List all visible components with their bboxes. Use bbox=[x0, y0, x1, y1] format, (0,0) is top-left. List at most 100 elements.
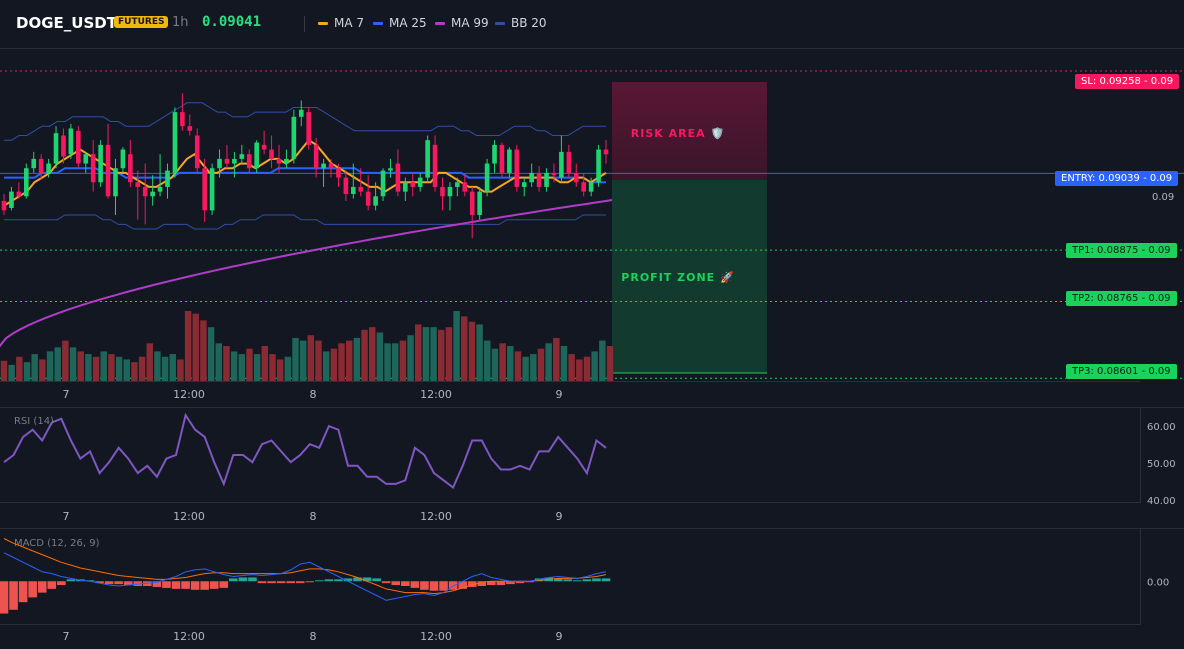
volume-bar bbox=[31, 354, 38, 381]
macd-histogram-bar bbox=[401, 581, 410, 586]
macd-histogram-bar bbox=[439, 581, 448, 591]
bollinger-bands bbox=[4, 102, 606, 230]
candle-body bbox=[521, 182, 527, 187]
last-price: 0.09041 bbox=[202, 14, 262, 30]
candle-body bbox=[566, 151, 572, 173]
macd-histogram-bar bbox=[496, 581, 506, 586]
volume-bar bbox=[345, 340, 353, 381]
candle-body bbox=[365, 191, 371, 206]
legend-ma99[interactable]: MA 99 bbox=[435, 16, 489, 30]
candle-body bbox=[440, 186, 445, 197]
x-tick-label: 12:00 bbox=[420, 388, 452, 401]
volume-bar bbox=[200, 320, 207, 381]
candle-body bbox=[425, 140, 430, 178]
volume-bar bbox=[468, 321, 476, 381]
candle-body bbox=[455, 182, 460, 187]
macd-histogram-bar bbox=[238, 577, 248, 582]
volume-bar bbox=[361, 329, 368, 381]
ma25-line bbox=[4, 167, 606, 184]
volume-bar bbox=[177, 359, 184, 381]
chart-header: DOGE_USDT FUTURES 1h 0.09041 MA 7 MA 25 … bbox=[0, 0, 1184, 48]
macd-histogram-bar bbox=[315, 580, 324, 582]
ma7-swatch bbox=[318, 22, 328, 25]
candle-body bbox=[380, 170, 386, 197]
candle-body bbox=[180, 112, 185, 127]
candle-body bbox=[469, 191, 475, 215]
ma99-swatch bbox=[435, 22, 445, 25]
macd-signal-line bbox=[3, 538, 607, 595]
volume-bar bbox=[430, 327, 437, 381]
volume-bar bbox=[376, 332, 384, 381]
macd-line bbox=[3, 552, 607, 601]
candle-body bbox=[351, 186, 356, 194]
candle-body bbox=[98, 144, 103, 183]
tp2-price-label[interactable]: TP2: 0.08765 - 0.09 bbox=[1066, 291, 1177, 306]
tp3-price-label[interactable]: TP3: 0.08601 - 0.09 bbox=[1066, 364, 1177, 379]
candle-body bbox=[447, 186, 453, 197]
symbol-name[interactable]: DOGE_USDT bbox=[16, 14, 117, 32]
candle-body bbox=[336, 168, 341, 178]
volume-bar bbox=[69, 347, 77, 381]
legend-ma99-label: MA 99 bbox=[451, 16, 489, 30]
legend-ma25-label: MA 25 bbox=[389, 16, 427, 30]
x-tick-label: 12:00 bbox=[173, 388, 205, 401]
bb20-swatch bbox=[495, 22, 505, 25]
volume-bar bbox=[476, 324, 483, 381]
volume-bar bbox=[261, 346, 269, 381]
volume-bar bbox=[223, 346, 230, 381]
ma7-line bbox=[3, 138, 607, 207]
candle-body bbox=[477, 191, 482, 215]
legend-ma25[interactable]: MA 25 bbox=[373, 16, 427, 30]
volume-bar bbox=[184, 311, 192, 381]
sl-price-label[interactable]: SL: 0.09258 - 0.09 bbox=[1075, 74, 1180, 89]
volume-bar bbox=[445, 327, 453, 381]
macd-label: MACD (12, 26, 9) bbox=[14, 538, 100, 549]
profit-zone bbox=[612, 180, 767, 373]
x-tick-label: 9 bbox=[556, 630, 563, 643]
interval-label[interactable]: 1h bbox=[172, 15, 189, 30]
candle-body bbox=[588, 182, 594, 192]
volume-bar bbox=[292, 337, 299, 381]
volume-bar bbox=[560, 346, 568, 381]
macd-histogram-bar bbox=[305, 581, 315, 583]
macd-tick-label: 0.00 bbox=[1147, 577, 1169, 588]
legend-ma7[interactable]: MA 7 bbox=[318, 16, 364, 30]
candle-body bbox=[276, 158, 282, 164]
volume-bar bbox=[384, 343, 391, 381]
macd-histogram-bar bbox=[286, 581, 295, 584]
rsi-line bbox=[3, 412, 607, 490]
legend-bb20[interactable]: BB 20 bbox=[495, 16, 547, 30]
macd-histogram-bar bbox=[592, 578, 601, 582]
candle-body bbox=[529, 172, 534, 183]
candle-body bbox=[254, 142, 259, 169]
volume-bar bbox=[146, 343, 153, 381]
entry-price-label[interactable]: ENTRY: 0.09039 - 0.09 bbox=[1055, 171, 1179, 186]
macd-histogram-bar bbox=[458, 581, 467, 589]
candle-body bbox=[23, 168, 29, 197]
candle-body bbox=[76, 130, 81, 164]
volume-bar bbox=[307, 335, 315, 381]
price-tick-label: 0.09 bbox=[1152, 192, 1174, 203]
candle-body bbox=[217, 158, 222, 169]
macd-histogram-bar bbox=[152, 581, 162, 587]
macd-histogram-bar bbox=[420, 581, 429, 590]
candle-body bbox=[9, 191, 14, 208]
macd-histogram-bar bbox=[66, 579, 76, 582]
macd-histogram-bar bbox=[467, 581, 477, 587]
volume-bar bbox=[514, 351, 522, 381]
macd-histogram-bar bbox=[334, 579, 343, 582]
candle-body bbox=[313, 144, 319, 169]
macd-histogram-bar bbox=[104, 581, 114, 585]
volume-bar bbox=[123, 359, 130, 381]
tp1-price-label[interactable]: TP1: 0.08875 - 0.09 bbox=[1066, 243, 1177, 258]
volume-bar bbox=[461, 316, 468, 381]
volume-bar bbox=[491, 348, 499, 381]
macd-histogram-bar bbox=[381, 581, 391, 584]
candle-body bbox=[298, 109, 304, 117]
candle-body bbox=[269, 149, 274, 159]
volume-bar bbox=[154, 351, 161, 381]
volume-bar bbox=[338, 343, 345, 381]
candle-body bbox=[120, 149, 126, 169]
candle-body bbox=[536, 172, 542, 187]
